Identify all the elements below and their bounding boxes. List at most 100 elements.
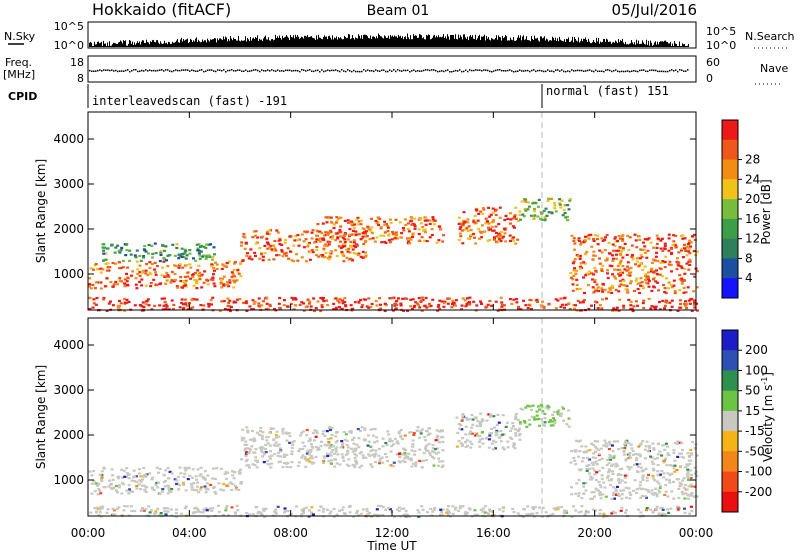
velocity-cell [269, 450, 273, 453]
velocity-cell [315, 429, 319, 433]
power-cell [377, 223, 381, 227]
velocity-cell [676, 455, 680, 458]
power-cell [324, 216, 328, 219]
power-cell [142, 305, 146, 309]
power-cell [342, 254, 346, 257]
velocity-cell [610, 464, 613, 468]
nsky-bar [472, 35, 473, 47]
freq-point [583, 70, 585, 72]
nsky-bar [311, 36, 312, 47]
velocity-cell [420, 466, 424, 469]
power-cell [578, 257, 582, 260]
power-cell [288, 250, 292, 253]
power-cell [165, 259, 168, 262]
velocity-cell [597, 448, 601, 451]
nsky-bar [641, 43, 642, 47]
nsky-bar [359, 35, 360, 47]
power-cell [342, 260, 346, 263]
power-cell [113, 262, 117, 265]
freq-point [473, 69, 475, 72]
velocity-cell [260, 450, 264, 454]
power-cell [276, 231, 280, 234]
power-cell [423, 239, 427, 242]
power-cell [314, 307, 318, 310]
nsky-bar [213, 39, 214, 47]
power-cell [536, 205, 540, 208]
nsky-bar [637, 43, 638, 47]
power-cell [615, 257, 619, 260]
nsky-bar [159, 44, 160, 47]
velocity-cell [543, 417, 547, 420]
velocity-cell [611, 486, 615, 489]
velocity-cell [690, 453, 693, 456]
power-cell [472, 219, 476, 222]
velocity-cell [203, 485, 207, 488]
velocity-cell [490, 432, 493, 435]
power-cell [639, 284, 643, 287]
velocity-cell [139, 509, 143, 512]
velocity-cell [252, 437, 256, 440]
nsky-bar [469, 36, 470, 47]
velocity-cell [466, 444, 470, 447]
power-cell [195, 298, 199, 301]
velocity-cell [485, 419, 489, 422]
freq-point [189, 70, 191, 72]
velocity-cell [348, 430, 352, 433]
velocity-cell [277, 443, 281, 446]
power-cell [646, 271, 650, 274]
velocity-cell [374, 449, 378, 452]
velocity-colorbar-tick-label: 50 [745, 384, 760, 398]
velocity-cell [371, 434, 375, 437]
velocity-cell [636, 465, 640, 468]
freq-point [325, 70, 327, 72]
power-cell [323, 256, 327, 259]
power-cell [614, 277, 618, 280]
nsky-bar [423, 37, 424, 47]
nsky-bar [566, 38, 567, 47]
power-cell [186, 271, 190, 274]
power-cell [123, 278, 127, 281]
velocity-cell [342, 459, 346, 462]
velocity-cell [305, 452, 309, 455]
freq-point [643, 69, 645, 71]
nsky-bar [338, 37, 339, 47]
power-cell [158, 260, 162, 263]
velocity-cell [461, 443, 464, 446]
power-cell [302, 240, 306, 243]
velocity-cell [398, 456, 402, 459]
velocity-cell [184, 489, 188, 492]
power-cell [672, 240, 676, 243]
velocity-cell [170, 472, 174, 475]
power-cell [300, 256, 304, 259]
nsky-bar [573, 42, 574, 47]
power-cell [571, 262, 575, 265]
power-cell [222, 283, 226, 286]
velocity-cell [609, 478, 613, 481]
velocity-cell [533, 506, 537, 509]
velocity-cell [355, 454, 359, 457]
velocity-cell [625, 509, 628, 512]
power-cell [424, 296, 428, 300]
velocity-cell [141, 478, 144, 481]
power-cell [260, 253, 263, 256]
power-cell [646, 278, 650, 281]
velocity-cell [377, 504, 381, 507]
velocity-cell [373, 441, 376, 444]
power-cell [598, 304, 602, 307]
velocity-cell [458, 427, 462, 430]
power-colorbar-tick-label: 24 [745, 172, 760, 186]
velocity-cell [399, 428, 403, 432]
nsky-bar [494, 39, 495, 47]
power-cell [226, 283, 229, 286]
velocity-cell [321, 430, 325, 433]
velocity-cell [222, 482, 226, 485]
velocity-cell [311, 431, 315, 435]
velocity-cell [680, 455, 684, 458]
freq-point [653, 69, 655, 72]
nsky-bar [459, 37, 460, 47]
nsky-bar [160, 41, 161, 47]
velocity-cell [340, 453, 344, 456]
power-cell [351, 307, 355, 310]
velocity-cell [381, 506, 385, 509]
velocity-cell [213, 477, 217, 480]
